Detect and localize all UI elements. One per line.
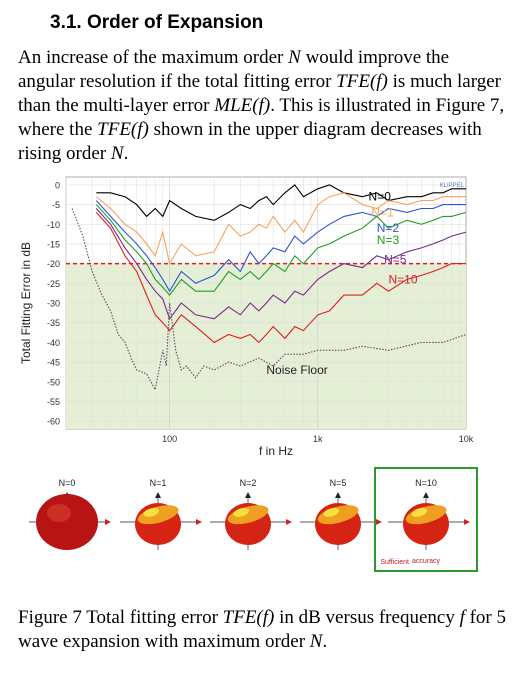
axis-arrow: [245, 492, 251, 498]
sufficient-label: Sufficient: [380, 559, 409, 566]
balloon-label: N=2: [240, 478, 257, 488]
y-tick-label: -5: [52, 200, 60, 210]
series-line-n-10: [95, 212, 466, 344]
balloon-highlight: [47, 504, 71, 522]
caption-text: for 5 wave expansion with maximum order: [18, 607, 507, 652]
noise-floor-label: Noise Floor: [266, 363, 327, 377]
y-tick-label: -60: [47, 417, 60, 427]
y-tick-label: -35: [47, 318, 60, 328]
series-label: N=3: [377, 233, 400, 247]
caption-text: in dB versus frequency: [274, 607, 460, 628]
axis-arrow: [155, 492, 161, 498]
balloon-lobe-highlight: [143, 508, 160, 517]
y-tick-label: -55: [47, 397, 60, 407]
x-tick-label: 10k: [459, 434, 474, 444]
series-label: N=2: [377, 221, 400, 235]
balloon-n-2: N=2: [210, 478, 292, 550]
axis-arrow: [286, 519, 292, 525]
balloon-label: N=5: [330, 478, 347, 488]
balloon-plots: N=0 N=1 N=2 N=5 N=10 Sufficient accuracy: [29, 467, 478, 572]
series-line-n-2: [95, 200, 466, 293]
series-line-noise-floor: [71, 208, 467, 392]
balloon-sphere: [36, 494, 98, 550]
balloon-n-10: N=10: [374, 467, 478, 572]
caption-text: .: [322, 631, 328, 652]
caption-symbol: f: [459, 607, 465, 628]
highlight-box: [374, 467, 478, 572]
y-tick-label: -25: [47, 279, 60, 289]
caption-symbol: TFE(f): [222, 607, 275, 628]
para-text: . This is illustrated in Figure 7, where…: [18, 95, 505, 140]
para-symbol: N: [110, 143, 124, 164]
series-line-n-5: [95, 208, 467, 320]
para-text: shown in the upper diagram decreases wit…: [18, 119, 482, 164]
y-axis-title: Total Fitting Error in dB: [19, 242, 33, 364]
y-tick-label: -10: [47, 220, 60, 230]
axis-arrow: [464, 519, 470, 525]
watermark: KLIPPEL: [440, 183, 465, 189]
series-label: N=0: [369, 190, 392, 204]
balloon-label: N=10: [415, 478, 437, 488]
series-label: N=5: [384, 253, 407, 267]
balloon-n-5: N=5: [300, 478, 382, 550]
axis-arrow: [335, 492, 341, 498]
figure-caption: Figure 7 Total fitting error TFE(f) in d…: [18, 606, 508, 654]
para-text: would improve the angular resolution if …: [18, 47, 450, 92]
caption-symbol: N: [309, 631, 323, 652]
para-symbol: N: [288, 47, 301, 68]
para-text: An increase of the maximum order: [18, 47, 289, 68]
tfe-chart: 0 -5 -10 -15 -20 -25 -30 -35 -40 -45 -50 -55 -60 100 1…: [19, 176, 474, 458]
axis-arrow: [376, 519, 382, 525]
y-tick-label: -50: [47, 377, 60, 387]
y-tick-label: -15: [47, 239, 60, 249]
x-tick-label: 100: [162, 434, 177, 444]
para-symbol: MLE(f): [214, 95, 271, 116]
accuracy-label: accuracy: [412, 558, 441, 565]
x-tick-label: 1k: [313, 434, 323, 444]
balloon-n-0: N=0: [29, 478, 111, 550]
balloon-label: N=1: [150, 478, 167, 488]
section-heading: 3.1. Order of Expansion: [50, 12, 264, 33]
y-tick-label: 0: [55, 180, 60, 190]
balloon-n-1: N=1: [120, 478, 202, 550]
y-tick-label: -20: [47, 259, 60, 269]
balloon-lobe-highlight: [323, 508, 340, 517]
y-tick-label: -40: [47, 338, 60, 348]
balloon-label: N=0: [59, 478, 76, 488]
para-text: is much larger than the multi-layer erro…: [18, 71, 501, 116]
y-tick-label: -30: [47, 299, 60, 309]
axis-arrow: [423, 492, 429, 498]
balloon-lobe-highlight: [411, 508, 428, 517]
series-line-n-3: [95, 204, 467, 296]
y-tick-label: -45: [47, 358, 60, 368]
balloon-lobe-highlight: [233, 508, 250, 517]
series-line-n-1: [95, 192, 466, 266]
x-axis-title: f in Hz: [259, 444, 293, 458]
para-symbol: TFE(f): [336, 71, 388, 92]
figure-7: 0 -5 -10 -15 -20 -25 -30 -35 -40 -45 -50 -55 -60 100 1…: [19, 176, 478, 572]
axis-arrow: [196, 519, 202, 525]
axis-arrow: [105, 519, 111, 525]
caption-text: Figure 7 Total fitting error: [18, 607, 223, 628]
para-symbol: TFE(f): [97, 119, 149, 140]
series-label: N=10: [389, 272, 418, 286]
body-paragraph: An increase of the maximum order N would…: [18, 46, 508, 166]
series-line-n-0: [96, 184, 466, 221]
para-text: .: [123, 143, 129, 164]
series-label: N=1: [371, 205, 394, 219]
